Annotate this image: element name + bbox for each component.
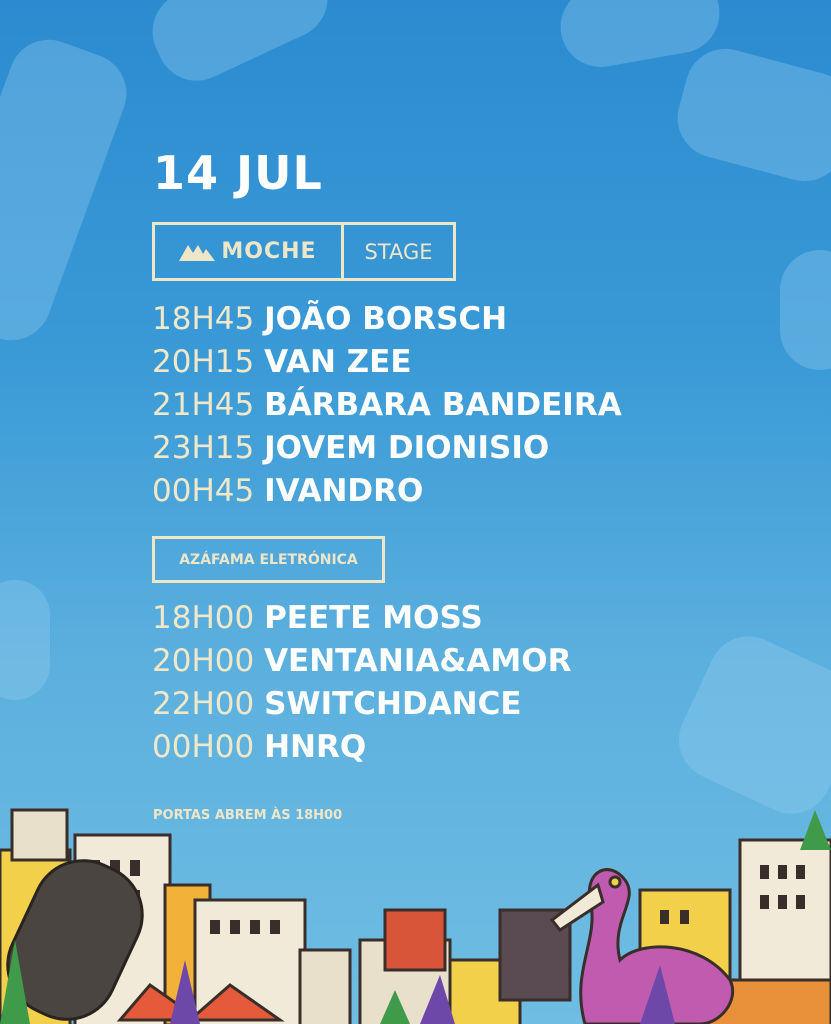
city-illustration — [0, 808, 831, 1024]
set-time: 20H15 — [152, 344, 255, 380]
artist-name: IVANDRO — [264, 473, 424, 509]
moche-logo-icon — [179, 244, 216, 261]
set-time: 18H45 — [152, 301, 255, 337]
artist-name: SWITCHDANCE — [264, 686, 522, 722]
set-time: 00H00 — [152, 729, 255, 765]
lineup-row: 20H15 VAN ZEE — [152, 341, 622, 384]
artist-name: BÁRBARA BANDEIRA — [264, 387, 622, 423]
doors-open-note: PORTAS ABREM ÀS 18H00 — [153, 808, 343, 823]
moche-brand: MOCHE — [155, 225, 344, 278]
plants — [0, 810, 831, 1024]
artist-name: JOÃO BORSCH — [264, 301, 508, 337]
stage-label: STAGE — [364, 239, 433, 264]
lineup-row: 00H00 HNRQ — [152, 726, 571, 769]
lineup-row: 20H00 VENTANIA&AMOR — [152, 640, 571, 683]
event-date: 14 JUL — [153, 146, 323, 200]
bg-brush-stroke — [139, 0, 341, 94]
lineup-row: 21H45 BÁRBARA BANDEIRA — [152, 384, 622, 427]
stage1-lineup: 18H45 JOÃO BORSCH 20H15 VAN ZEE 21H45 BÁ… — [152, 298, 622, 513]
artist-name: HNRQ — [264, 729, 367, 765]
bg-brush-stroke — [668, 39, 831, 191]
bg-brush-stroke — [780, 250, 831, 370]
flamingo-icon — [549, 868, 735, 1024]
lineup-row: 18H45 JOÃO BORSCH — [152, 298, 622, 341]
set-time: 21H45 — [152, 387, 255, 423]
bg-brush-stroke — [0, 580, 50, 700]
stage2-lineup: 18H00 PEETE MOSS 20H00 VENTANIA&AMOR 22H… — [152, 597, 571, 769]
skateboard-icon — [6, 859, 144, 1021]
plants — [170, 960, 675, 1024]
artist-name: VAN ZEE — [264, 344, 412, 380]
moche-stage-header: MOCHE STAGE — [152, 222, 456, 281]
set-time: 22H00 — [152, 686, 255, 722]
set-time: 00H45 — [152, 473, 255, 509]
lineup-row: 00H45 IVANDRO — [152, 470, 622, 513]
artist-name: PEETE MOSS — [264, 600, 483, 636]
set-time: 18H00 — [152, 600, 255, 636]
artist-name: VENTANIA&AMOR — [264, 643, 572, 679]
moche-brand-text: MOCHE — [221, 239, 317, 264]
lineup-row: 18H00 PEETE MOSS — [152, 597, 571, 640]
bg-brush-stroke — [0, 28, 138, 352]
lineup-row: 23H15 JOVEM DIONISIO — [152, 427, 622, 470]
azafama-stage-header: AZÁFAMA ELETRÓNICA — [152, 536, 385, 583]
lineup-row: 22H00 SWITCHDANCE — [152, 683, 571, 726]
set-time: 23H15 — [152, 430, 255, 466]
set-time: 20H00 — [152, 643, 255, 679]
artist-name: JOVEM DIONISIO — [264, 430, 550, 466]
